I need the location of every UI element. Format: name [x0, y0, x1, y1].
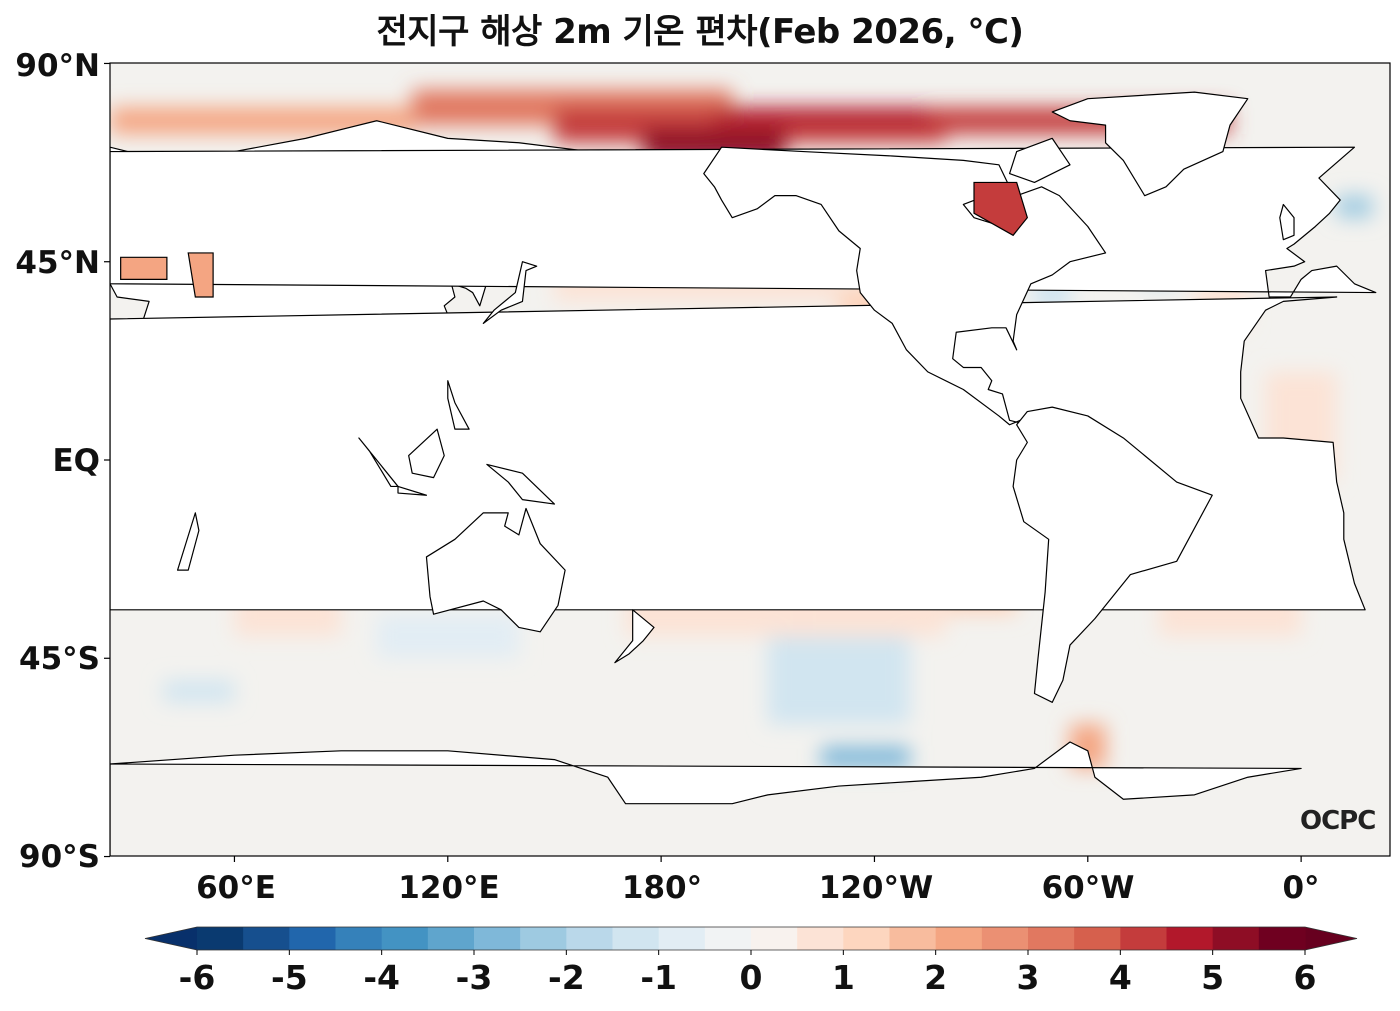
colorbar-tick-label: 2	[924, 958, 948, 997]
anomaly-region	[714, 107, 928, 126]
colorbar-bin	[474, 927, 521, 950]
colorbar-tick-label: 6	[1293, 958, 1317, 997]
land-borneo	[408, 428, 445, 479]
anomaly-region	[874, 746, 911, 769]
colorbar-tick-label: -4	[363, 958, 400, 997]
land-new-guinea	[486, 463, 556, 505]
land-new-zealand	[614, 609, 655, 664]
colorbar-bin	[520, 927, 567, 950]
land-masses	[110, 91, 1377, 856]
land-south-america	[1012, 406, 1213, 703]
colorbar-bin	[1166, 927, 1214, 950]
colorbar-extend-max	[1305, 927, 1357, 950]
caspian-sea	[187, 252, 214, 298]
lon-label: 0°	[1282, 870, 1320, 906]
colorbar-tick-label: 4	[1108, 958, 1132, 997]
lat-label: 45°N	[15, 245, 100, 281]
colorbar-bin	[335, 927, 383, 950]
colorbar-tick-label: -3	[455, 958, 493, 997]
colorbar-tick-label: -5	[270, 958, 308, 997]
black-sea	[120, 256, 168, 280]
colorbar	[144, 926, 1358, 955]
colorbar-tick-label: 1	[831, 958, 855, 997]
colorbar-bin	[981, 927, 1029, 950]
colorbar-tick-label: 3	[1016, 958, 1040, 997]
lon-label: 180°	[621, 870, 703, 906]
colorbar-bin	[1258, 927, 1306, 950]
lon-label: 60°W	[1041, 870, 1135, 906]
lat-label: 90°N	[15, 48, 100, 84]
land-antarctica	[110, 741, 1302, 856]
colorbar-bin	[1212, 927, 1260, 950]
land-madagascar	[176, 512, 200, 571]
axis-ticks	[104, 62, 1302, 862]
colorbar-bin	[1028, 927, 1075, 950]
colorbar-bin	[843, 927, 891, 950]
lon-label: 60°E	[196, 870, 276, 906]
colorbar-bin	[427, 927, 475, 950]
colorbar-bin	[935, 927, 983, 950]
lon-label: 120°E	[398, 870, 500, 906]
land-africa-west	[110, 296, 1366, 611]
land-australia	[425, 507, 566, 633]
colorbar-tick-label: 5	[1201, 958, 1225, 997]
lat-label: 45°S	[19, 641, 100, 677]
land-uk	[1279, 203, 1295, 241]
colorbar-tick-label: -6	[178, 958, 216, 997]
colorbar-bin	[566, 927, 614, 950]
map-title: 전지구 해상 2m 기온 편차(Feb 2026, °C)	[376, 12, 1024, 52]
anomaly-region	[1336, 195, 1373, 218]
anomaly-region	[767, 636, 911, 725]
colorbar-tick-label: -1	[640, 958, 677, 997]
colorbar-bin	[751, 927, 798, 950]
colorbar-bin	[1120, 927, 1168, 950]
colorbar-tick-label: -2	[547, 958, 585, 997]
ocpc-logo: OCPC	[1300, 806, 1376, 836]
colorbar-bin	[612, 927, 660, 950]
colorbar-bin	[658, 927, 706, 950]
land-japan	[482, 261, 538, 325]
colorbar-bin	[289, 927, 337, 950]
colorbar-bin	[704, 927, 752, 950]
land-sumatra	[358, 437, 399, 488]
anomaly-region	[376, 614, 519, 659]
hudson-bay	[973, 181, 1029, 237]
land-java	[397, 485, 428, 496]
anomaly-region	[163, 680, 235, 703]
colorbar-bin	[381, 927, 429, 950]
lat-label: 90°S	[19, 839, 100, 875]
lat-label: EQ	[52, 443, 100, 479]
colorbar-bin	[797, 927, 844, 950]
land-philippines	[447, 380, 470, 430]
land-baffin	[1008, 137, 1071, 184]
lon-label: 120°W	[818, 870, 934, 906]
colorbar-bin	[197, 927, 244, 950]
colorbar-bin	[889, 927, 937, 950]
colorbar-bin	[1074, 927, 1121, 950]
land-greenland	[1051, 91, 1249, 197]
colorbar-extend-min	[145, 927, 197, 950]
colorbar-tick-label: 0	[739, 958, 763, 997]
colorbar-bin	[243, 927, 290, 950]
